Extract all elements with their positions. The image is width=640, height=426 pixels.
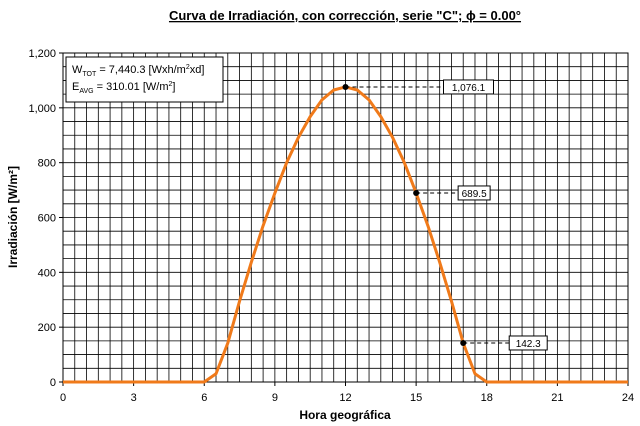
info-text-part: 2 (186, 64, 190, 71)
info-text-part: ] (172, 81, 175, 93)
y-tick-label: 1,000 (28, 103, 56, 115)
x-tick-label: 18 (481, 392, 493, 404)
x-tick-label: 9 (272, 392, 278, 404)
info-text-part: W (72, 64, 83, 76)
y-tick-label: 200 (38, 322, 56, 334)
annotation-label: 1,076.1 (452, 83, 486, 94)
x-tick-label: 0 (60, 392, 66, 404)
annotation-box (443, 79, 494, 95)
info-text-part: AVG (79, 88, 93, 95)
info-text-part: = 7,440.3 [Wxh/m (96, 64, 186, 76)
x-tick-label: 3 (131, 392, 137, 404)
data-point (342, 83, 349, 90)
info-text: EAVG = 310.01 [W/m2] (72, 81, 175, 95)
annotation-label: 142.3 (516, 339, 541, 350)
annotation-label: 689.5 (462, 189, 487, 200)
y-tick-label: 600 (38, 213, 56, 225)
data-point (460, 339, 467, 346)
info-box (65, 56, 224, 103)
y-tick-label: 0 (50, 377, 56, 389)
info-text-part: = 310.01 [W/m (94, 81, 169, 93)
chart-title: Curva de Irradiación, con corrección, se… (169, 8, 521, 23)
x-tick-label: 24 (622, 392, 634, 404)
info-text-part: 2 (169, 81, 173, 88)
x-axis-label: Hora geográfica (299, 408, 391, 422)
data-point (413, 189, 420, 196)
info-text-part: E (72, 81, 79, 93)
info-text-part: TOT (82, 71, 97, 78)
x-tick-label: 12 (339, 392, 351, 404)
info-text: WTOT = 7,440.3 [Wxh/m2xd] (72, 64, 204, 78)
y-tick-label: 400 (38, 267, 56, 279)
y-tick-label: 800 (38, 158, 56, 170)
annotation-box (457, 185, 491, 201)
x-tick-label: 6 (201, 392, 207, 404)
y-tick-label: 1,200 (28, 48, 56, 60)
x-tick-label: 21 (551, 392, 563, 404)
info-text-part: xd] (190, 64, 205, 76)
y-axis-label: Irradiación [W/m²] (6, 166, 20, 268)
x-tick-label: 15 (410, 392, 422, 404)
annotation-box (508, 335, 548, 351)
